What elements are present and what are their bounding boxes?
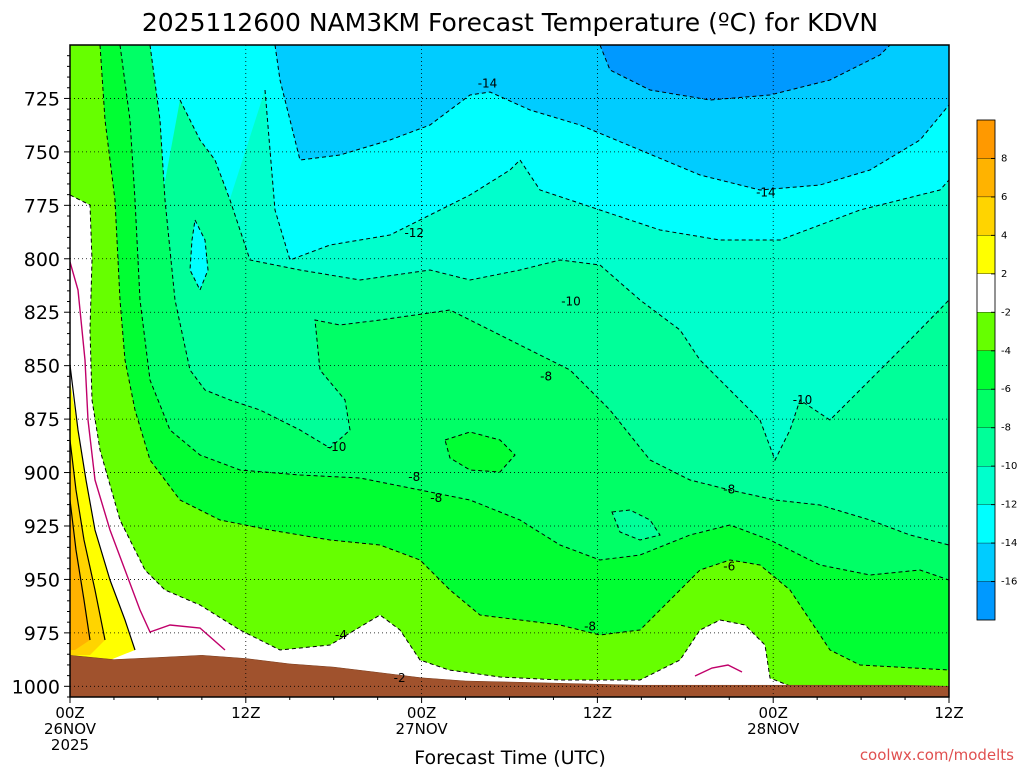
- x-tick-label: 00Z 26NOV 2025: [44, 704, 97, 754]
- colorbar-swatch: [976, 466, 996, 505]
- colorbar-label: -8: [1001, 423, 1011, 434]
- y-tick-label: 900: [24, 463, 60, 485]
- colorbar-swatch: [976, 312, 996, 351]
- island-minus-12: [190, 220, 208, 290]
- contour-label: -12: [404, 226, 424, 240]
- colorbar-frame: [976, 119, 996, 621]
- contour-minus-4: [99, 45, 949, 671]
- contour-label: -8: [723, 483, 735, 497]
- contour-label: -8: [584, 619, 596, 633]
- contour-label: -10: [561, 295, 581, 309]
- colorbar-swatch: [976, 389, 996, 428]
- chart-title: 2025112600 NAM3KM Forecast Temperature (…: [142, 8, 878, 37]
- colorbar-label: 4: [1001, 230, 1007, 241]
- x-tick-label: 00Z 27NOV: [396, 704, 449, 738]
- colorbar-label: 6: [1001, 192, 1007, 203]
- contour-minus-8-island: [611, 509, 661, 541]
- contour-minus-12-island: [189, 218, 209, 292]
- contour-minus-10: [179, 99, 949, 462]
- y-tick-label: 950: [24, 569, 60, 591]
- fill-below-minus-16: [600, 45, 890, 100]
- contour-minus-12: [264, 89, 949, 261]
- colorbar-swatch: [976, 273, 996, 313]
- colorbar-label: -6: [1001, 384, 1011, 395]
- contour-label: -14: [478, 76, 498, 90]
- y-tick-label: 1000: [12, 676, 60, 698]
- colorbar-swatch: [976, 119, 996, 159]
- contour-minus-2: [70, 194, 791, 687]
- colorbar-swatch: [976, 427, 996, 467]
- y-tick-label: 975: [24, 623, 60, 645]
- colorbar-swatch: [976, 196, 996, 236]
- y-tick-label: 925: [24, 516, 60, 538]
- x-tick-label: 00Z 28NOV: [747, 704, 800, 738]
- y-axis: 725 750 775 800 825 850 875 900 925 950 975 1000: [12, 55, 70, 698]
- fill-minus-2-to-minus-4: [70, 45, 949, 697]
- contour-label: -10: [793, 393, 813, 407]
- contour-label: -14: [756, 186, 776, 200]
- x-axis-label: Forecast Time (UTC): [414, 747, 605, 768]
- colorbar-label: -10: [1001, 461, 1017, 472]
- contour-label: -8: [408, 470, 420, 484]
- colorbar-swatch: [976, 235, 996, 274]
- fill-above-minus-2: [70, 195, 949, 697]
- colorbar-label: -14: [1001, 538, 1017, 549]
- contour-labels: -14-14-12-10-10-10-8-8-8-8-8-6-4-4-2: [327, 76, 813, 685]
- colorbar-label: 8: [1001, 153, 1007, 164]
- contour-minus-14: [274, 45, 949, 191]
- colorbar-swatch: [976, 158, 996, 198]
- contour-label: -2: [394, 671, 406, 685]
- y-tick-label: 750: [24, 142, 60, 164]
- colorbar-swatch: [976, 350, 996, 390]
- colorbar-label: 2: [1001, 269, 1007, 280]
- colorbar-swatch: [976, 504, 996, 544]
- contour-2: [70, 364, 136, 651]
- contour-lines: [70, 45, 949, 687]
- credit-link[interactable]: coolwx.com/modelts: [860, 746, 1014, 764]
- y-tick-label: 775: [24, 195, 60, 217]
- contour-minus-6-island: [444, 431, 516, 473]
- x-tick-label: 12Z: [583, 704, 612, 722]
- y-tick-label: 725: [24, 88, 60, 110]
- island-minus-8-cool: [612, 510, 660, 540]
- below-ground-region: [70, 655, 949, 697]
- contour-minus-16: [599, 45, 891, 101]
- colorbar-swatch: [976, 581, 996, 621]
- contour-minus-6: [119, 45, 949, 581]
- contour-6: [70, 499, 91, 641]
- y-tick-label: 825: [24, 302, 60, 324]
- contour-0: [70, 261, 226, 651]
- x-axis: 00Z 26NOV 2025 12Z 00Z 27NOV 12Z 00Z 28NOV 12Z: [44, 697, 964, 754]
- x-tick-label: 12Z: [231, 704, 260, 722]
- x-tick-label: 12Z: [934, 704, 963, 722]
- contour-label: -4: [335, 628, 347, 642]
- colorbar-legend: 8 6 4 2 -2 -4 -6 -8 -10 -12 -14 -16: [976, 119, 1017, 621]
- y-tick-label: 850: [24, 356, 60, 378]
- colorbar-label: -16: [1001, 577, 1017, 588]
- y-tick-label: 800: [24, 249, 60, 271]
- contour-4: [70, 439, 106, 641]
- plot-area: -14-14-12-10-10-10-8-8-8-8-8-6-4-4-2: [70, 45, 949, 697]
- colorbar-label: -4: [1001, 346, 1011, 357]
- contour-label: -8: [430, 491, 442, 505]
- contour-label: -8: [540, 369, 552, 383]
- contour-label: -10: [327, 440, 347, 454]
- y-tick-label: 875: [24, 409, 60, 431]
- island-minus-6-warm: [445, 432, 515, 472]
- colorbar-label: -12: [1001, 500, 1017, 511]
- contour-0-late: [694, 664, 743, 677]
- colorbar-label: -2: [1001, 307, 1011, 318]
- contour-label: -6: [723, 560, 735, 574]
- colorbar-swatch: [976, 542, 996, 582]
